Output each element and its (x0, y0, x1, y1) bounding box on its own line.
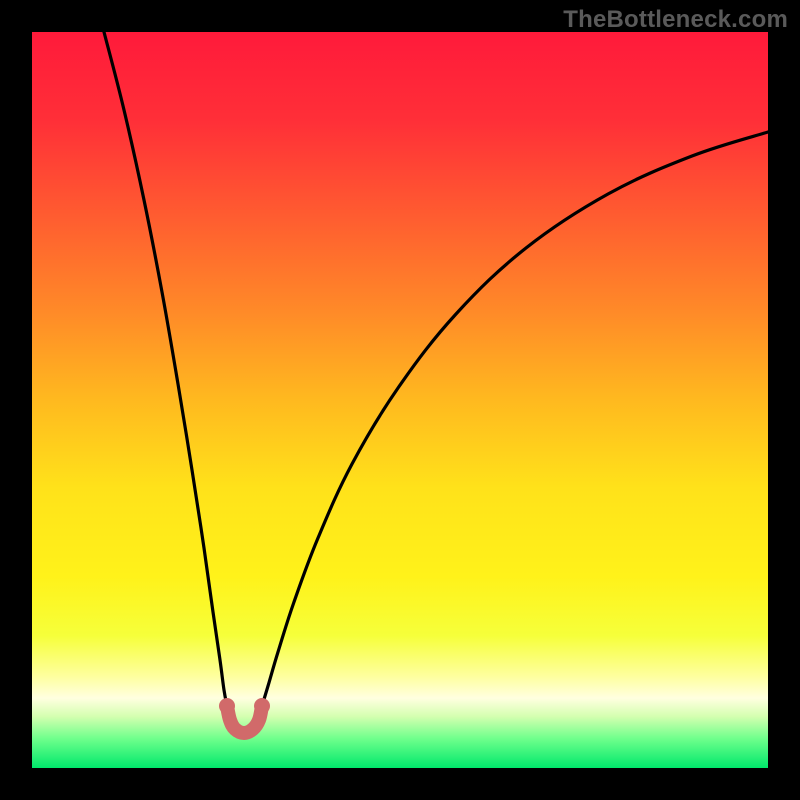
gradient-background (32, 32, 768, 768)
chart-svg (32, 32, 768, 768)
watermark-text: TheBottleneck.com (563, 6, 788, 34)
valley-end-dot-0 (219, 698, 235, 714)
valley-end-dot-1 (254, 698, 270, 714)
plot-area (32, 32, 768, 768)
